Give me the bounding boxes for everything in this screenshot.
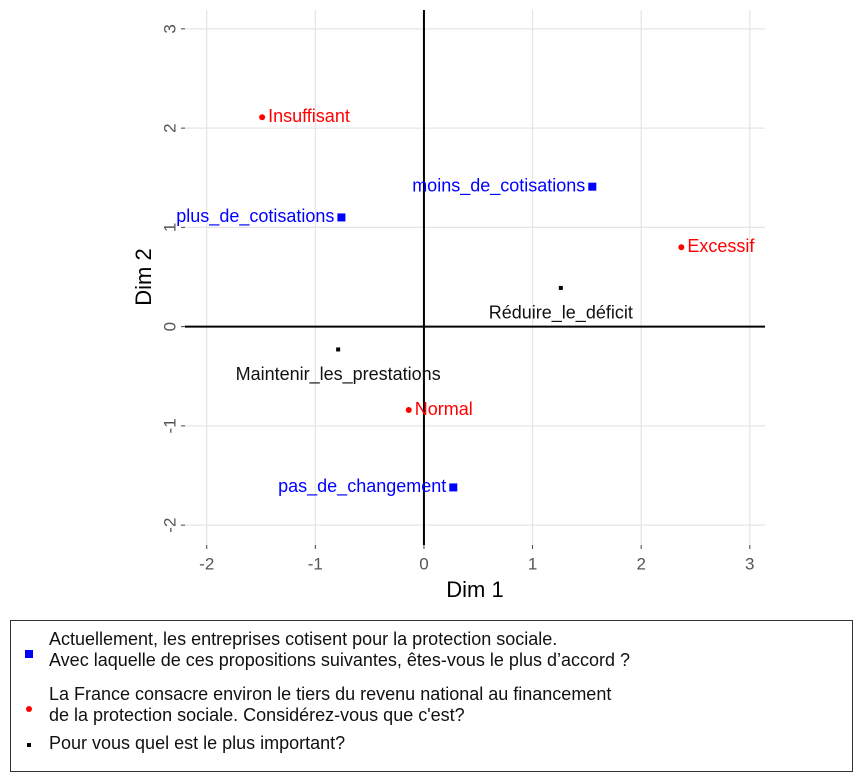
legend: Actuellement, les entreprises cotisent p…: [10, 620, 853, 772]
point: [678, 244, 685, 251]
x-tick-label: 0: [419, 554, 428, 573]
x-tick-label: 3: [745, 554, 754, 573]
point: [405, 407, 412, 414]
point: [25, 650, 33, 658]
point: [26, 706, 32, 712]
x-tick-label: -1: [308, 554, 323, 573]
point-label: Maintenir_les_prestations: [236, 364, 441, 385]
y-tick-label: 2: [160, 123, 179, 132]
y-axis-label: Dim 2: [131, 248, 156, 305]
legend-label: Pour vous quel est le plus important?: [49, 733, 346, 753]
x-tick-label: 2: [636, 554, 645, 573]
y-tick-label: 1: [160, 223, 179, 232]
chart: Dim 1 Dim 2 -2 -1 0 1 2 3 -2 -1 0 1 2 3 moins_de_cot…: [131, 10, 765, 602]
y-tick-label: -1: [160, 418, 179, 433]
y-tick-label: -2: [160, 518, 179, 533]
point-label: Insuffisant: [268, 106, 350, 126]
point: [336, 347, 341, 352]
legend-label: Actuellement, les entreprises cotisent p…: [49, 629, 631, 670]
x-axis-label: Dim 1: [446, 577, 503, 602]
point-label: plus_de_cotisations: [176, 206, 334, 227]
point-label: pas_de_changement: [278, 476, 446, 497]
x-tick-label: -2: [199, 554, 214, 573]
point-label: moins_de_cotisations: [412, 175, 585, 196]
legend-marker: [25, 650, 33, 658]
x-tick-label: 1: [528, 554, 537, 573]
point-label: Normal: [415, 399, 473, 419]
point: [558, 285, 563, 290]
legend-marker: [26, 706, 32, 712]
point: [27, 743, 31, 747]
point: [259, 114, 266, 121]
legend-label: La France consacre environ le tiers du r…: [49, 684, 612, 725]
point-label: Excessif: [687, 236, 755, 256]
point: [588, 182, 597, 191]
y-tick-label: 3: [160, 24, 179, 33]
point: [337, 213, 346, 222]
y-tick-label: 0: [160, 322, 179, 331]
point: [449, 483, 458, 492]
legend-marker: [27, 743, 31, 747]
point-label: Réduire_le_déficit: [489, 303, 633, 324]
